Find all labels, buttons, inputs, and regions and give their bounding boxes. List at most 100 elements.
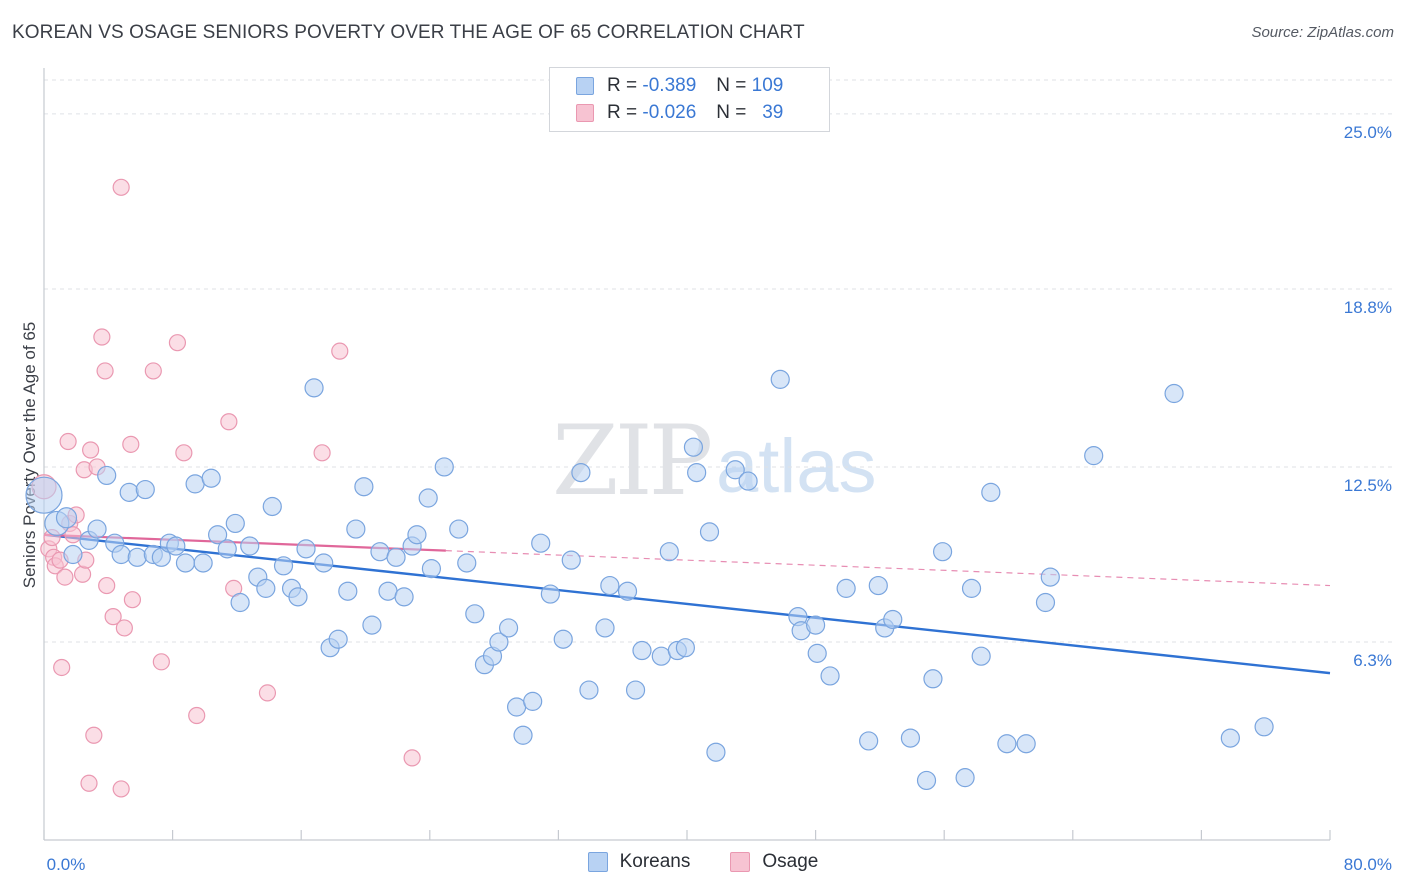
osage-point	[258, 684, 277, 702]
legend-item-koreans[interactable]: Koreans	[587, 851, 690, 873]
korean-point	[617, 581, 638, 601]
korean-point	[807, 643, 827, 663]
osage-legend-swatch	[730, 852, 751, 872]
osage-point	[112, 178, 130, 196]
korean-point	[225, 513, 245, 534]
correlation-legend: R = -0.389 N = 109 R = -0.026 N = 39	[549, 67, 830, 132]
korean-point	[230, 592, 250, 613]
korean-point	[805, 615, 826, 635]
korean-swatch	[576, 77, 594, 95]
osage-point	[93, 328, 111, 346]
korean-point	[465, 604, 485, 624]
korean-point	[971, 646, 991, 666]
korean-legend-swatch	[587, 852, 608, 872]
korean-point	[394, 587, 414, 607]
korean-point	[513, 725, 533, 745]
korean-point	[820, 666, 840, 686]
osage-point	[80, 774, 98, 792]
osage-point	[144, 362, 162, 380]
korean-point	[296, 539, 316, 559]
korean-points	[25, 369, 1274, 791]
korean-point	[725, 460, 745, 480]
korean-point	[166, 536, 186, 556]
osage-point	[64, 526, 82, 544]
osage-point	[122, 435, 140, 453]
korean-point	[362, 615, 382, 635]
korean-point	[370, 542, 390, 562]
korean-point	[687, 462, 707, 483]
legend-n-value: 39	[762, 102, 784, 123]
korean-point	[632, 640, 652, 661]
korean-point	[256, 578, 276, 598]
korean-point	[262, 496, 282, 517]
osage-swatch	[576, 104, 594, 122]
korean-point	[1040, 567, 1060, 587]
osage-point	[188, 706, 206, 725]
y-tick-label: 25.0%	[1344, 123, 1392, 142]
osage-point	[104, 608, 122, 626]
korean-point	[449, 519, 469, 539]
legend-n-value: 109	[751, 75, 784, 96]
osage-point	[123, 591, 142, 609]
korean-point	[135, 479, 155, 500]
korean-point	[418, 488, 438, 508]
korean-point	[1254, 717, 1274, 737]
korean-point	[955, 768, 975, 788]
korean-point	[651, 646, 671, 666]
osage-point	[313, 444, 331, 462]
korean-point	[175, 553, 196, 573]
y-tick-label: 18.8%	[1344, 298, 1392, 317]
korean-point	[193, 553, 213, 573]
osage-point	[85, 726, 103, 744]
osage-point	[73, 565, 92, 583]
legend-r-label: R =	[607, 75, 638, 96]
korean-point	[579, 680, 599, 700]
korean-point	[507, 697, 527, 717]
osage-point	[98, 576, 116, 595]
korean-point	[127, 547, 147, 567]
korean-point	[595, 618, 615, 638]
source-credit: Source: ZipAtlas.com	[1251, 24, 1394, 41]
korean-point	[208, 525, 228, 545]
chart-title: KOREAN VS OSAGE SENIORS POVERTY OVER THE…	[12, 22, 805, 43]
korean-point	[346, 519, 366, 539]
korean-trend-line	[43, 533, 1331, 675]
korean-point	[288, 587, 308, 607]
korean-point	[923, 669, 943, 689]
korean-point	[119, 482, 139, 502]
korean-point	[87, 519, 107, 539]
korean-point	[338, 581, 358, 601]
korean-point	[273, 556, 294, 576]
osage-point	[59, 432, 77, 451]
y-tick-label: 6.3%	[1353, 651, 1392, 670]
osage-point	[115, 619, 133, 637]
korean-point	[859, 731, 879, 751]
osage-trend-line-dashed	[445, 550, 1331, 587]
osage-point	[56, 568, 74, 586]
korean-point	[932, 542, 953, 562]
korean-point	[738, 471, 758, 491]
legend-label-osage: Osage	[762, 851, 819, 872]
axis-layer	[43, 68, 1331, 841]
korean-point	[836, 578, 856, 598]
osage-point	[152, 653, 170, 671]
legend-n-label: N =	[716, 75, 747, 96]
korean-point	[1164, 383, 1184, 404]
korean-point	[240, 536, 260, 556]
korean-point	[600, 575, 620, 596]
korean-point	[354, 477, 374, 497]
osage-point	[220, 413, 238, 431]
korean-point	[304, 378, 324, 398]
korean-point	[378, 581, 398, 601]
korean-point	[625, 680, 646, 700]
korean-point	[25, 476, 63, 514]
korean-point	[961, 578, 982, 598]
korean-point	[523, 691, 543, 711]
osage-point	[112, 780, 130, 798]
legend-item-osage[interactable]: Osage	[730, 851, 818, 873]
korean-point	[421, 559, 442, 579]
korean-point	[706, 742, 726, 762]
osage-point	[82, 441, 100, 459]
korean-point	[561, 550, 581, 570]
korean-point	[457, 553, 477, 573]
